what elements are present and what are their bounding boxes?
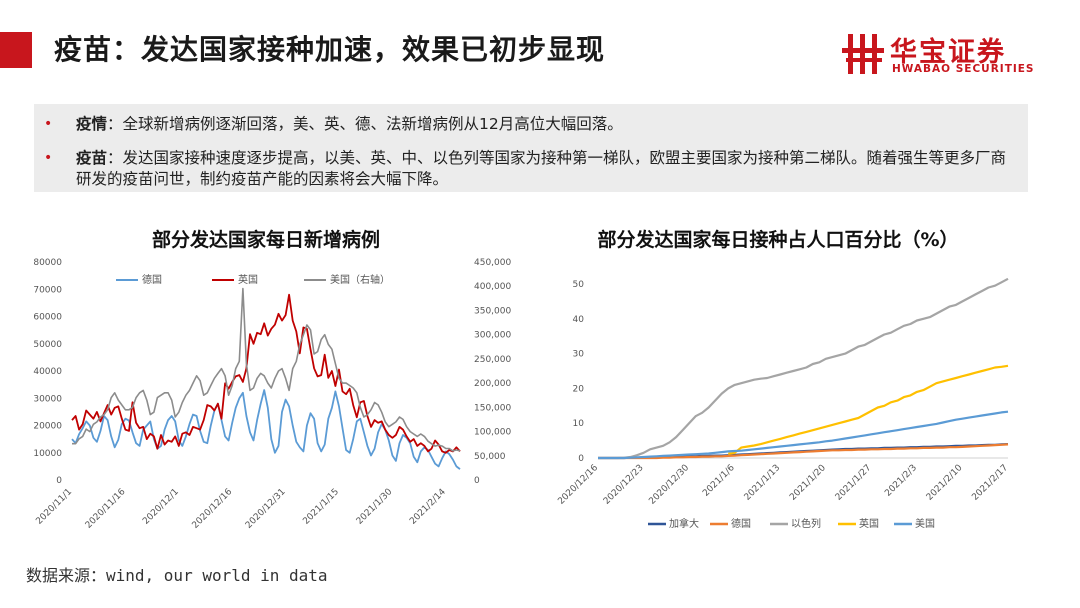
y-tick-label: 0	[578, 454, 584, 464]
x-tick-label: 2021/2/3	[883, 463, 919, 499]
summary-label: 疫苗	[76, 149, 108, 167]
series-line-germany	[598, 443, 1009, 460]
x-tick-label: 2021/2/17	[970, 463, 1010, 503]
legend-label: 美国（右轴）	[330, 273, 390, 286]
y-right-tick-label: 150,000	[474, 403, 511, 413]
series-line-us	[598, 410, 1009, 460]
y-left-tick-label: 10000	[33, 449, 62, 459]
series-line-us	[72, 287, 461, 452]
legend-label: 德国	[731, 517, 751, 530]
y-tick-label: 20	[573, 384, 585, 394]
logo-chinese-name: 华宝证券	[890, 37, 1006, 68]
y-tick-label: 50	[573, 280, 585, 290]
y-right-tick-label: 450,000	[474, 258, 511, 268]
y-right-tick-label: 200,000	[474, 379, 511, 389]
x-tick-label: 2020/12/16	[191, 487, 235, 531]
legend-label: 美国	[915, 517, 935, 530]
x-tick-label: 2020/11/16	[84, 487, 128, 531]
y-left-tick-label: 80000	[33, 258, 62, 268]
x-tick-label: 2021/1/13	[743, 463, 783, 503]
x-tick-label: 2020/12/1	[141, 487, 181, 527]
legend-label: 英国	[859, 517, 879, 530]
company-logo: 华宝证券 HWABAO SECURITIES	[840, 30, 1050, 80]
y-left-tick-label: 60000	[33, 313, 62, 323]
logo-english-name: HWABAO SECURITIES	[892, 63, 1035, 75]
y-right-tick-label: 50,000	[474, 452, 506, 462]
data-source: 数据来源：wind, our world in data	[26, 566, 328, 585]
series-line-uk	[728, 364, 1009, 455]
y-left-tick-label: 30000	[33, 394, 62, 404]
x-tick-label: 2020/12/30	[647, 463, 691, 507]
y-right-tick-label: 100,000	[474, 428, 511, 438]
hwabao-logo-icon	[842, 34, 884, 74]
chart-title: 部分发达国家每日接种占人口百分比（%）	[597, 228, 958, 251]
legend-label: 英国	[238, 273, 258, 286]
daily-cases-chart: 部分发达国家每日新增病例 0 10000 20000 30000 40000 50000 60…	[33, 228, 511, 531]
summary-text: ：全球新增病例逐渐回落，美、英、德、法新增病例从12月高位大幅回落。	[107, 115, 623, 133]
x-tick-label: 2021/2/10	[925, 463, 965, 503]
x-tick-label: 2021/1/30	[355, 487, 395, 527]
y-tick-label: 40	[573, 315, 585, 325]
series-line-uk	[71, 293, 461, 454]
bullet-dot-icon: •	[44, 116, 53, 132]
x-tick-label: 2021/2/14	[408, 487, 448, 527]
y-right-tick-label: 0	[474, 476, 480, 486]
bullet-dot-icon: •	[44, 150, 53, 166]
x-tick-label: 2020/12/31	[244, 487, 288, 531]
y-right-tick-label: 350,000	[474, 306, 511, 316]
x-tick-label: 2021/1/20	[788, 463, 828, 503]
y-tick-label: 10	[573, 419, 585, 429]
vaccination-chart: 部分发达国家每日接种占人口百分比（%） 0 10 20 30 40 50 2020/12/16…	[556, 228, 1010, 530]
y-left-tick-label: 20000	[33, 422, 62, 432]
x-tick-label: 2020/12/23	[602, 463, 646, 507]
series-line-germany	[71, 389, 461, 470]
x-tick-label: 2021/1/6	[701, 463, 737, 499]
title-accent-bar	[0, 32, 32, 68]
legend-label: 加拿大	[669, 517, 699, 530]
slide-title: 疫苗：发达国家接种加速，效果已初步显现	[54, 33, 606, 66]
x-tick-label: 2020/12/16	[556, 463, 600, 507]
summary-label: 疫情	[76, 115, 108, 133]
x-tick-label: 2021/1/27	[834, 463, 874, 503]
legend-label: 以色列	[791, 517, 821, 530]
x-tick-label: 2020/11/1	[34, 487, 74, 527]
y-left-tick-label: 0	[56, 476, 62, 486]
x-tick-label: 2021/1/15	[301, 487, 341, 527]
y-left-tick-label: 70000	[33, 285, 62, 295]
summary-box: • 疫情：全球新增病例逐渐回落，美、英、德、法新增病例从12月高位大幅回落。 •…	[34, 104, 1028, 192]
chart-title: 部分发达国家每日新增病例	[152, 228, 380, 251]
y-tick-label: 30	[573, 350, 585, 360]
y-right-tick-label: 300,000	[474, 331, 511, 341]
y-left-tick-label: 40000	[33, 367, 62, 377]
series-line-israel	[598, 277, 1009, 460]
summary-text: ：发达国家接种速度逐步提高，以美、英、中、以色列等国家为接种第一梯队，欧盟主要国…	[76, 149, 1007, 188]
y-left-tick-label: 50000	[33, 340, 62, 350]
y-right-tick-label: 250,000	[474, 355, 511, 365]
legend-label: 德国	[142, 273, 162, 286]
y-right-tick-label: 400,000	[474, 282, 511, 292]
